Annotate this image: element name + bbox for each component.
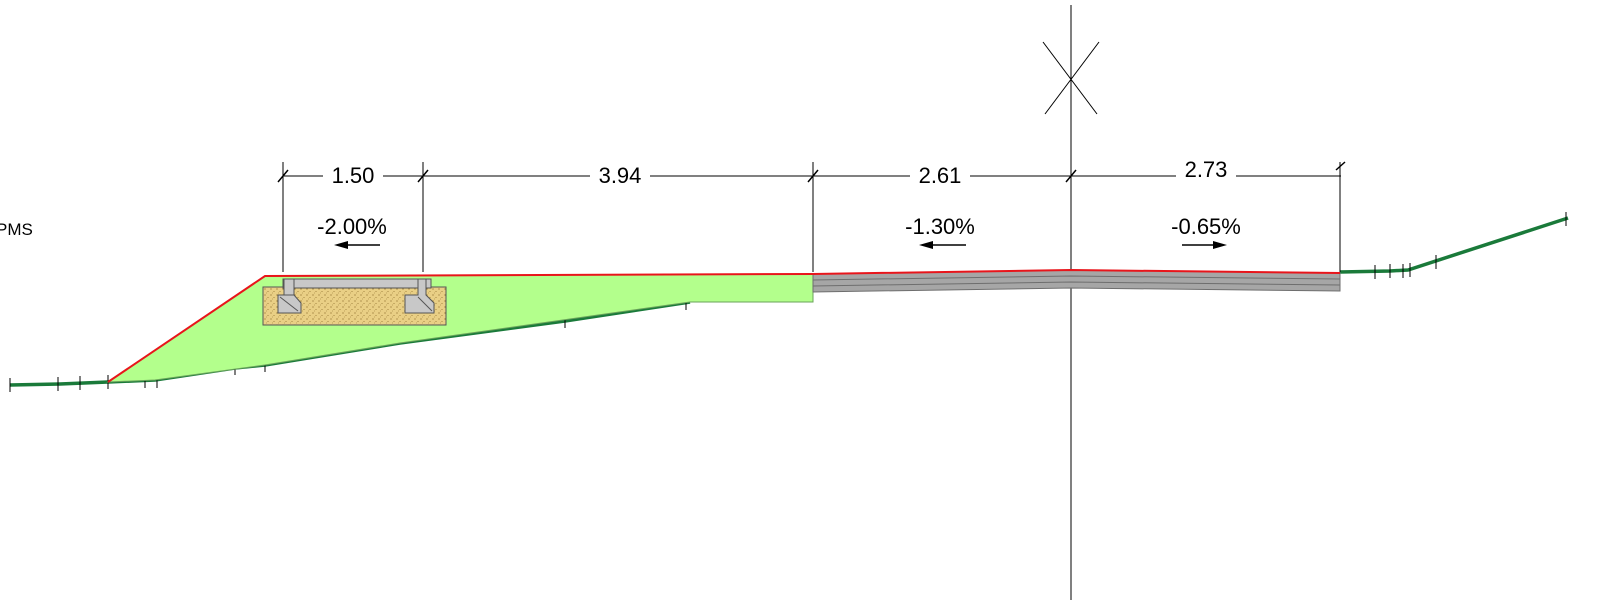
centerline-cross-b	[1044, 41, 1100, 115]
pavement-layer-line-1	[812, 275, 1341, 281]
slope-label-3: -0.65%	[1171, 214, 1241, 239]
curb-left	[277, 278, 302, 314]
slope-arrow-2	[919, 241, 966, 249]
curb-hatch-right	[417, 296, 433, 312]
dimension-label-1: 1.50	[332, 163, 375, 188]
dimension-label-4: 2.73	[1185, 157, 1228, 182]
dimension-label-3: 2.61	[919, 163, 962, 188]
slope-label-2: -1.30%	[905, 214, 975, 239]
finished-surface-line	[107, 268, 1341, 383]
dimension-extension-lines	[282, 162, 1341, 272]
slope-label-1: -2.00%	[317, 214, 387, 239]
fill-embankment	[106, 273, 814, 383]
curb-hatch-left	[279, 296, 299, 312]
centerline-cross-a	[1042, 41, 1098, 115]
curb-right	[404, 278, 435, 314]
concrete-slab	[282, 278, 432, 289]
dimension-tick-marks	[277, 161, 1346, 183]
slope-arrow-3	[1182, 241, 1227, 249]
slope-arrow-1	[334, 241, 380, 249]
existing-ground-line-right	[1339, 216, 1569, 274]
side-label: PMS	[0, 220, 33, 239]
pavement-layer-line-2	[812, 281, 1341, 287]
dimension-label-2: 3.94	[599, 163, 642, 188]
